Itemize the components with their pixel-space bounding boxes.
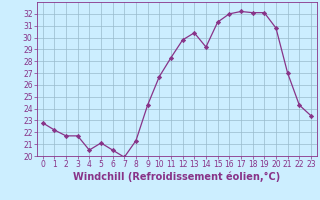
X-axis label: Windchill (Refroidissement éolien,°C): Windchill (Refroidissement éolien,°C) [73, 172, 280, 182]
